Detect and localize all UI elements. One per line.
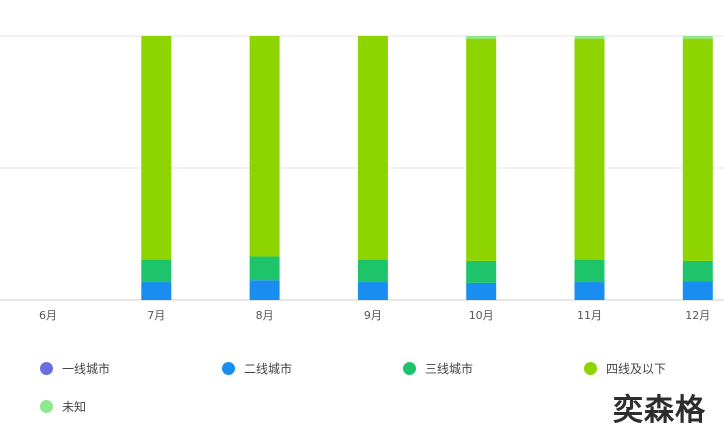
bar-segment-3-3[interactable] bbox=[357, 36, 388, 260]
watermark-logo: 奕森格 bbox=[605, 386, 714, 428]
x-tick-label: 7月 bbox=[147, 309, 165, 322]
bar-segment-2-1[interactable] bbox=[141, 259, 172, 283]
bar-segment-4-4[interactable] bbox=[466, 36, 497, 39]
bar-segment-4-6[interactable] bbox=[682, 36, 713, 39]
bar-segment-2-6[interactable] bbox=[682, 260, 713, 282]
bar-segment-3-5[interactable] bbox=[574, 38, 605, 260]
chart-area: 6月 7月 8月 9月 10月 11月 12月 bbox=[0, 35, 724, 322]
x-tick-label: 8月 bbox=[256, 309, 274, 322]
legend: 一线城市 二线城市 三线城市 四线及以下 未知 bbox=[0, 350, 724, 420]
legend-dot-tier2 bbox=[222, 362, 235, 375]
bar-segment-2-4[interactable] bbox=[466, 260, 497, 283]
legend-dot-tier4-below bbox=[584, 362, 597, 375]
bar-segment-3-6[interactable] bbox=[682, 38, 713, 261]
bar-segment-1-4[interactable] bbox=[466, 282, 497, 300]
bar-segment-3-2[interactable] bbox=[249, 36, 280, 257]
bar-segment-3-4[interactable] bbox=[466, 38, 497, 261]
bar-segment-1-6[interactable] bbox=[682, 281, 713, 300]
x-tick-label: 10月 bbox=[469, 309, 494, 322]
bar-segment-1-1[interactable] bbox=[141, 282, 172, 300]
legend-dot-tier3 bbox=[403, 362, 416, 375]
bar-segment-2-5[interactable] bbox=[574, 259, 605, 283]
bar-segment-2-2[interactable] bbox=[249, 256, 280, 281]
bar-segment-1-3[interactable] bbox=[357, 282, 388, 300]
bar-segment-3-1[interactable] bbox=[141, 36, 172, 260]
legend-dot-tier1 bbox=[40, 362, 53, 375]
bar-segment-4-5[interactable] bbox=[574, 36, 605, 39]
legend-label-tier4-below: 四线及以下 bbox=[606, 362, 667, 376]
legend-label-tier2: 二线城市 bbox=[244, 362, 293, 376]
stacked-bar-chart: 6月 7月 8月 9月 10月 11月 12月 bbox=[0, 35, 724, 322]
bar-segment-1-2[interactable] bbox=[249, 280, 280, 300]
legend-item-tier3[interactable]: 三线城市 bbox=[403, 360, 473, 377]
x-tick-label: 9月 bbox=[364, 309, 382, 322]
x-tick-label: 11月 bbox=[577, 309, 602, 322]
x-tick-label: 6月 bbox=[39, 309, 57, 322]
bar-segment-1-5[interactable] bbox=[574, 282, 605, 300]
legend-item-unknown[interactable]: 未知 bbox=[40, 398, 86, 415]
x-tick-label: 12月 bbox=[685, 309, 710, 322]
bar-segment-2-3[interactable] bbox=[357, 259, 388, 283]
legend-label-tier1: 一线城市 bbox=[62, 362, 111, 376]
legend-dot-unknown bbox=[40, 400, 53, 413]
legend-label-unknown: 未知 bbox=[62, 400, 87, 414]
legend-item-tier4-below[interactable]: 四线及以下 bbox=[584, 360, 666, 377]
legend-item-tier1[interactable]: 一线城市 bbox=[40, 360, 110, 377]
legend-item-tier2[interactable]: 二线城市 bbox=[222, 360, 292, 377]
legend-label-tier3: 三线城市 bbox=[425, 362, 474, 376]
